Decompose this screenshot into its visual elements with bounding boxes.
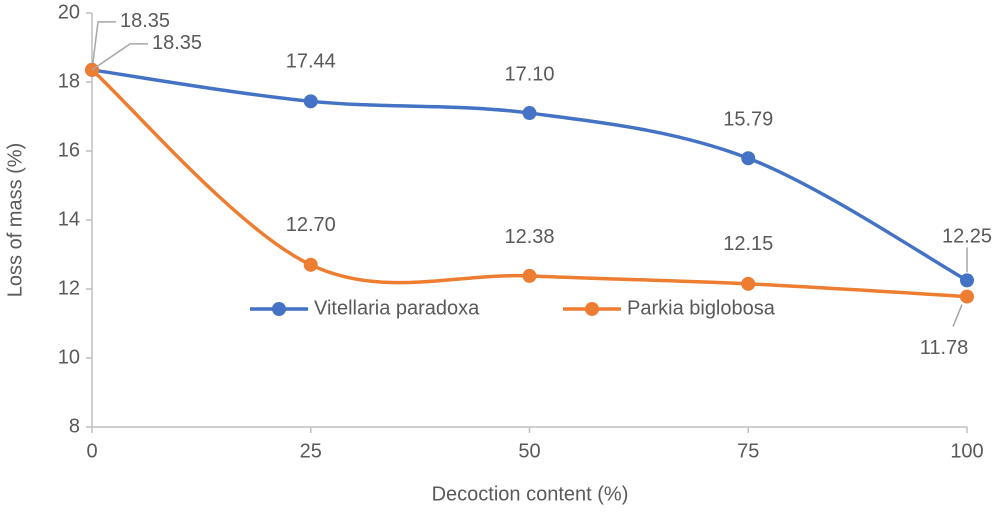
data-point — [522, 106, 537, 121]
y-axis-title: Loss of mass (%) — [4, 143, 26, 297]
data-label: 18.35 — [120, 10, 170, 32]
data-label: 12.15 — [723, 233, 773, 255]
x-tick-label: 0 — [86, 440, 97, 462]
data-point — [960, 289, 974, 304]
data-point — [522, 268, 537, 283]
data-label: 18.35 — [152, 32, 202, 54]
x-axis-title: Decoction content (%) — [432, 483, 629, 505]
x-tick-label: 25 — [300, 440, 322, 462]
x-tick-label: 75 — [737, 440, 759, 462]
x-tick-label: 100 — [950, 440, 983, 462]
y-tick-label: 8 — [69, 415, 80, 437]
legend-marker — [272, 302, 286, 316]
y-tick-label: 12 — [58, 277, 80, 299]
data-point — [741, 151, 756, 166]
data-label: 17.10 — [504, 63, 554, 85]
legend-label: Parkia biglobosa — [627, 297, 776, 319]
x-tick-label: 50 — [518, 440, 540, 462]
data-label: 12.70 — [286, 214, 336, 236]
legend-label: Vitellaria paradoxa — [314, 297, 480, 319]
y-tick-label: 14 — [58, 208, 80, 230]
data-point — [960, 273, 974, 288]
data-point — [741, 276, 756, 291]
data-label: 17.44 — [286, 51, 336, 73]
y-tick-label: 10 — [58, 346, 80, 368]
y-tick-label: 18 — [58, 70, 80, 92]
y-tick-label: 16 — [58, 139, 80, 161]
data-point — [303, 94, 318, 109]
data-label: 12.38 — [504, 226, 554, 248]
series-line — [90, 68, 968, 299]
leader-line — [91, 21, 116, 71]
data-label: 12.25 — [942, 226, 992, 248]
leader-line — [952, 304, 963, 327]
series-line — [91, 68, 968, 282]
leader-line — [91, 43, 148, 71]
data-point — [303, 257, 318, 272]
data-label: 15.79 — [723, 109, 773, 131]
legend-marker — [585, 302, 599, 316]
y-tick-label: 20 — [58, 1, 80, 23]
data-label: 11.78 — [920, 337, 969, 359]
